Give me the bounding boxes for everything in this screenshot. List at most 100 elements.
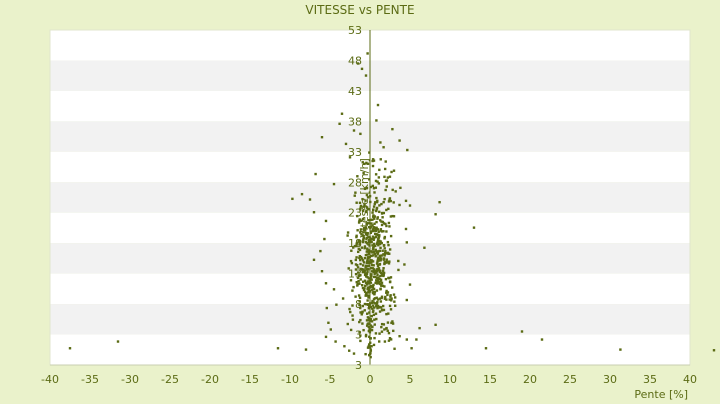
data-point	[352, 129, 356, 132]
data-point	[354, 272, 358, 276]
data-point	[382, 244, 386, 247]
data-point	[389, 199, 392, 203]
data-points	[68, 52, 716, 359]
data-point	[382, 267, 385, 270]
data-point	[388, 197, 392, 200]
data-point	[372, 309, 375, 312]
data-point	[376, 240, 379, 244]
data-point	[360, 246, 364, 249]
data-point	[385, 230, 388, 233]
data-point	[363, 279, 367, 282]
data-point	[372, 287, 376, 291]
data-point	[382, 258, 385, 261]
data-point	[371, 260, 375, 263]
data-point	[381, 308, 384, 312]
data-point	[371, 267, 375, 270]
data-point	[365, 186, 369, 190]
data-point	[363, 162, 366, 166]
data-point	[371, 263, 374, 267]
data-point	[387, 207, 390, 211]
data-point	[375, 303, 378, 307]
data-point	[386, 261, 389, 264]
data-point	[388, 175, 392, 178]
data-point	[393, 347, 396, 350]
data-point	[371, 164, 375, 168]
data-point	[374, 302, 377, 305]
data-point	[388, 276, 391, 280]
data-point	[362, 228, 366, 232]
data-point	[378, 257, 381, 261]
data-point	[369, 274, 373, 277]
data-point	[383, 251, 387, 255]
data-point	[380, 254, 383, 257]
data-point	[367, 222, 370, 225]
x-tick-label: -35	[81, 373, 99, 386]
data-point	[358, 330, 361, 334]
data-point	[374, 255, 377, 258]
data-point	[393, 300, 396, 303]
data-point	[358, 218, 361, 221]
data-point	[369, 351, 372, 355]
x-tick-label: 0	[367, 373, 374, 386]
data-point	[356, 62, 360, 65]
data-point	[388, 298, 391, 301]
data-point	[362, 288, 366, 292]
data-point	[373, 297, 377, 300]
data-point	[370, 259, 374, 262]
data-point	[368, 279, 371, 283]
data-point	[369, 218, 372, 222]
data-point	[366, 231, 369, 235]
data-point	[373, 226, 377, 229]
data-point	[354, 295, 357, 298]
data-point	[386, 293, 389, 297]
data-point	[356, 284, 359, 287]
data-point	[368, 302, 372, 305]
data-point	[405, 338, 408, 341]
data-point	[382, 211, 386, 215]
data-point	[378, 332, 381, 335]
data-point	[378, 210, 381, 214]
data-point	[370, 222, 373, 225]
x-tick-label: 25	[563, 373, 577, 386]
data-point	[320, 136, 324, 139]
data-point	[363, 187, 367, 191]
data-point	[358, 248, 362, 252]
data-point	[357, 239, 360, 243]
data-point	[375, 206, 379, 210]
data-point	[365, 273, 369, 276]
data-point	[369, 324, 373, 327]
data-point	[405, 298, 408, 302]
data-point	[291, 197, 294, 201]
data-point	[394, 190, 397, 193]
data-point	[379, 259, 382, 262]
data-point	[391, 286, 394, 289]
data-point	[350, 249, 353, 252]
data-point	[374, 275, 377, 279]
data-point	[377, 267, 381, 270]
data-point	[371, 254, 375, 257]
data-point	[383, 328, 386, 331]
data-point	[367, 294, 371, 297]
data-point	[276, 347, 280, 350]
data-point	[371, 224, 374, 227]
data-point	[359, 311, 362, 314]
data-point	[367, 252, 371, 255]
x-tick-labels: -40 -35 -30 -25 -20 -15 -10 -5 0 5 10 15 20 25 30 35 40	[41, 373, 697, 386]
data-point	[375, 232, 378, 236]
x-tick-label: -15	[241, 373, 259, 386]
data-point	[343, 345, 346, 348]
data-point	[375, 262, 379, 265]
data-point	[379, 300, 383, 303]
data-point	[377, 176, 381, 179]
data-point	[378, 262, 382, 266]
data-point	[368, 286, 371, 289]
data-point	[619, 348, 622, 351]
data-point	[362, 171, 365, 175]
data-point	[358, 254, 362, 258]
data-point	[369, 276, 372, 279]
data-point	[377, 276, 380, 279]
data-point	[312, 211, 316, 214]
data-point	[377, 234, 381, 238]
data-point	[376, 273, 379, 277]
data-point	[379, 246, 382, 250]
